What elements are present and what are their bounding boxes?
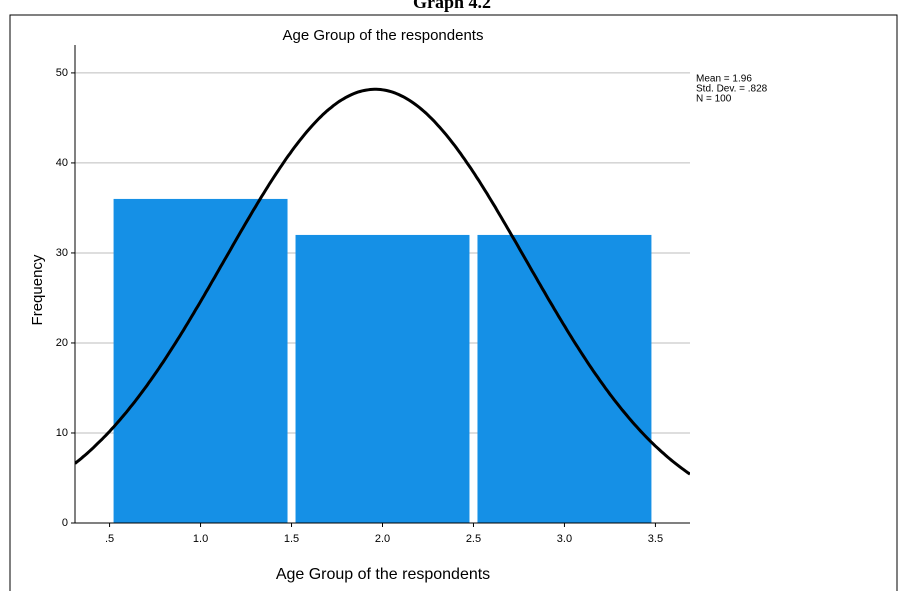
frame bbox=[9, 14, 898, 596]
y-tick-label: 40 bbox=[56, 157, 68, 169]
header-title: Graph 4.2 bbox=[413, 0, 491, 12]
x-tick-label: 3.5 bbox=[648, 533, 663, 545]
stats-annotation: N = 100 bbox=[696, 94, 732, 105]
x-tick-label: .5 bbox=[105, 533, 114, 545]
stats-annotation: Std. Dev. = .828 bbox=[696, 84, 768, 95]
x-tick-label: 2.0 bbox=[375, 533, 390, 545]
y-tick-label: 0 bbox=[62, 517, 68, 529]
y-tick-label: 30 bbox=[56, 247, 68, 259]
x-tick-label: 1.5 bbox=[284, 533, 299, 545]
x-tick-label: 2.5 bbox=[466, 533, 481, 545]
chart-title: Age Group of the respondents bbox=[283, 27, 484, 44]
y-tick-label: 10 bbox=[56, 427, 68, 439]
bar bbox=[295, 234, 470, 523]
x-tick-label: 1.0 bbox=[193, 533, 208, 545]
x-axis-label: Age Group of the respondents bbox=[276, 566, 490, 583]
normal-curve bbox=[75, 87, 690, 476]
y-tick-label: 50 bbox=[56, 67, 68, 79]
bar bbox=[113, 198, 288, 524]
y-tick-label: 20 bbox=[56, 337, 68, 349]
x-tick-label: 3.0 bbox=[557, 533, 572, 545]
y-axis-label: Frequency bbox=[29, 254, 46, 325]
bar bbox=[477, 234, 652, 523]
stats-annotation: Mean = 1.96 bbox=[696, 74, 752, 85]
